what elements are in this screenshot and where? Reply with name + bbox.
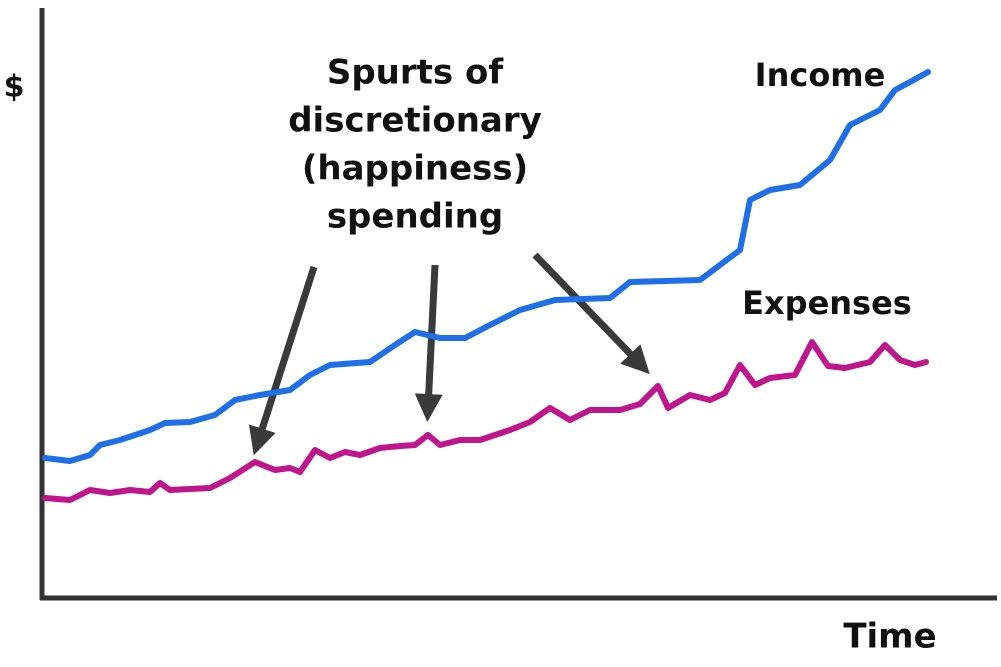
series-label: Expenses bbox=[742, 284, 912, 322]
annotation: Spurts of discretionary (happiness) spendin… bbox=[288, 53, 542, 237]
series-line bbox=[42, 339, 929, 503]
arrow bbox=[248, 265, 318, 456]
annotation-line: (happiness) bbox=[302, 149, 528, 189]
annotation-line: spending bbox=[327, 197, 503, 237]
series-label: Income bbox=[755, 56, 886, 94]
y-axis-label: $ bbox=[4, 70, 25, 105]
arrow bbox=[532, 252, 650, 375]
annotation-line: Spurts of bbox=[327, 53, 504, 93]
annotation-line: discretionary bbox=[288, 101, 542, 141]
series-line bbox=[42, 69, 931, 464]
x-axis-label: Time bbox=[843, 617, 936, 657]
